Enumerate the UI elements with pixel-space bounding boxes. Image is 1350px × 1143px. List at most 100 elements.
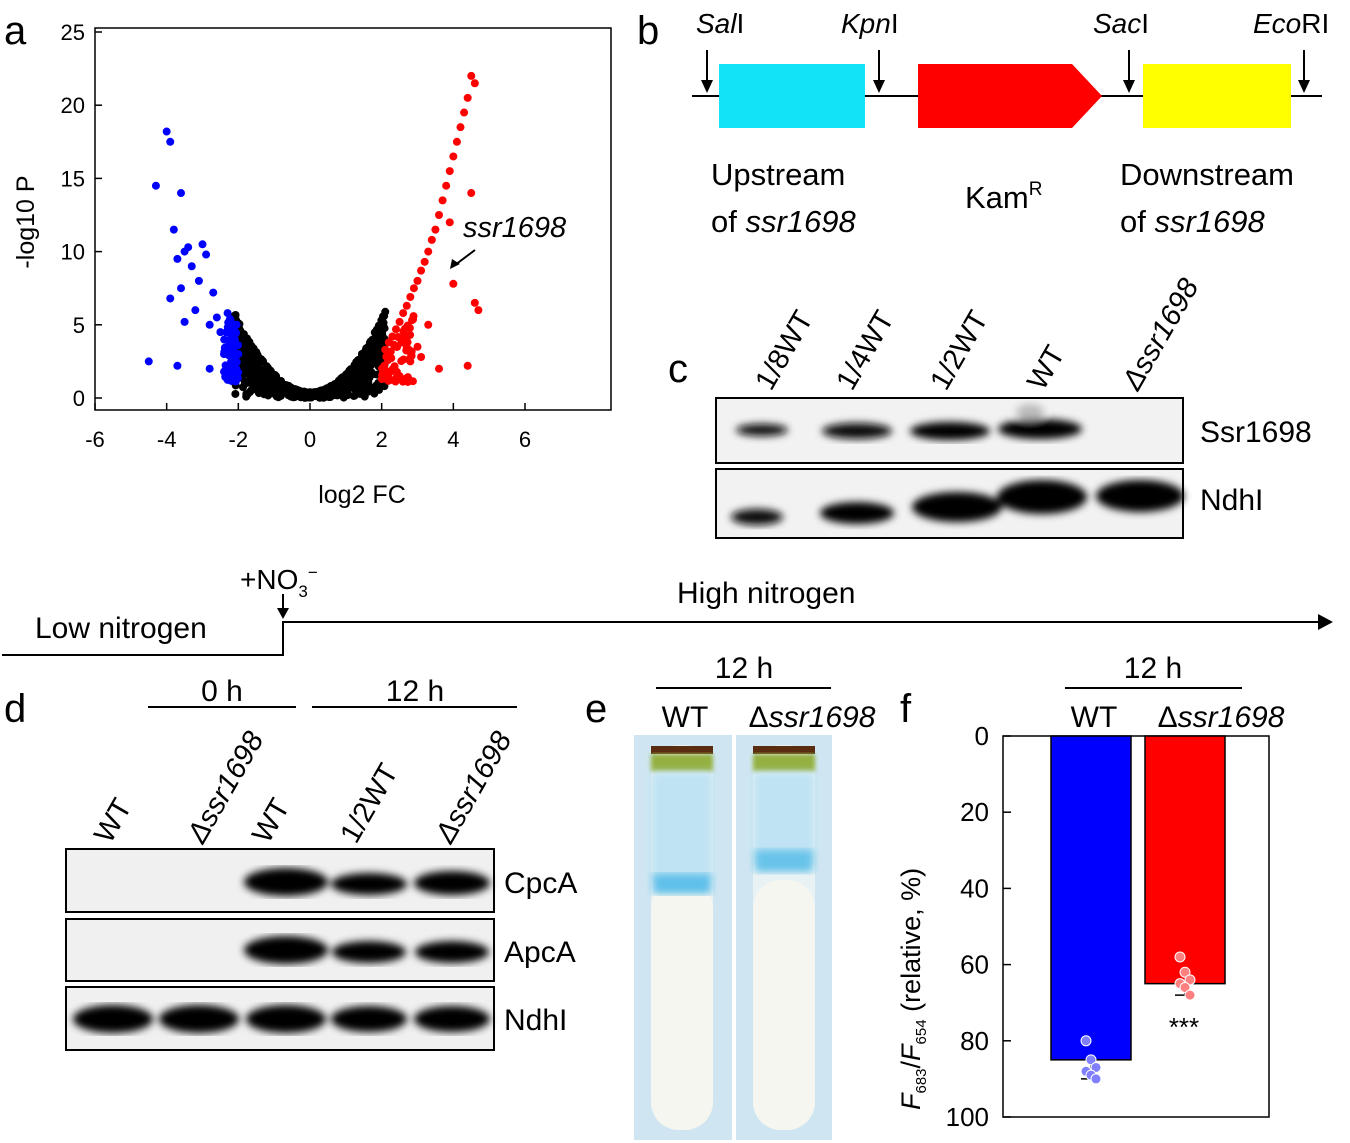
- f-data-point: [1184, 974, 1196, 986]
- volcano-point: [402, 343, 411, 352]
- volcano-point: [230, 349, 239, 358]
- volcano-point: [212, 313, 221, 322]
- tube-dssr1698: [736, 735, 832, 1140]
- d-lane-label-1-2wt-12h: 1/2WT: [334, 758, 405, 848]
- x-tick-label: 0: [304, 427, 316, 452]
- volcano-point-ns: [263, 371, 272, 380]
- ssr1698-annotation: ssr1698: [463, 212, 566, 244]
- significance-marker: ***: [1169, 1012, 1199, 1042]
- volcano-x-axis: -6 -4 -2 0 2 4 6: [85, 403, 531, 452]
- volcano-point-ns: [358, 352, 367, 361]
- f-points: [1080, 951, 1196, 1085]
- volcano-point: [403, 373, 412, 382]
- site-label-kpni: KpnI: [841, 8, 899, 39]
- volcano-point: [221, 372, 230, 381]
- f-data-point: [1085, 1054, 1097, 1066]
- western-blot-d: 0 h 12 h WT Δssr1698 WT 1/2WT Δssr1698 C…: [65, 675, 577, 1051]
- e-lane-label-wt: WT: [662, 701, 709, 734]
- volcano-point-ns: [287, 384, 296, 393]
- volcano-point-ns: [376, 351, 385, 360]
- gene-construct-diagram: SalI KpnI SacI EcoRI Upstream of ssr1698…: [692, 8, 1329, 239]
- volcano-point: [406, 292, 415, 301]
- f-label-dssr1698: Δssr1698: [1158, 701, 1285, 734]
- f-y-tick-label: 0: [975, 721, 989, 751]
- e-time-label-12h: 12 h: [715, 652, 773, 685]
- volcano-point: [424, 247, 433, 256]
- volcano-point-ns: [268, 376, 277, 385]
- tube-wt: [634, 735, 732, 1140]
- lane-label-dssr1698: Δssr1698: [1116, 273, 1206, 396]
- tube-mut-top-band: [753, 746, 815, 754]
- site-arrow-ecori: [1298, 50, 1310, 93]
- volcano-point: [470, 79, 479, 88]
- f-data-point: [1184, 989, 1196, 1001]
- site-arrow-kpni: [873, 50, 885, 93]
- downstream-label-line2: of ssr1698: [1120, 204, 1266, 239]
- volcano-point: [431, 225, 440, 234]
- volcano-point: [463, 93, 472, 102]
- volcano-point-ns: [356, 360, 365, 369]
- volcano-point: [427, 235, 436, 244]
- volcano-point: [198, 240, 207, 249]
- tube-wt-top-band: [651, 746, 713, 754]
- volcano-point: [392, 367, 401, 376]
- volcano-point-ns: [231, 389, 240, 398]
- volcano-point: [397, 335, 406, 344]
- volcano-point: [392, 325, 400, 334]
- volcano-point-ns: [362, 344, 371, 353]
- site-arrow-sali: [701, 50, 713, 93]
- site-label-ecori: EcoRI: [1253, 8, 1329, 39]
- volcano-point: [382, 375, 391, 384]
- volcano-point-ns: [379, 322, 388, 331]
- volcano-y-label: -log10 P: [12, 175, 40, 268]
- panel-letter-c: c: [668, 347, 688, 391]
- f-bars: [1050, 735, 1226, 1080]
- volcano-point-ns: [244, 377, 253, 386]
- volcano-point: [144, 357, 153, 366]
- row-label-cpca: CpcA: [504, 867, 577, 900]
- f-data-point: [1179, 981, 1191, 993]
- site-label-saci: SacI: [1093, 8, 1149, 39]
- volcano-point-ns: [252, 360, 261, 369]
- volcano-point: [391, 375, 400, 384]
- volcano-point: [402, 301, 411, 310]
- addition-arrowhead: [277, 608, 289, 619]
- volcano-point: [194, 276, 203, 285]
- upstream-label-line1: Upstream: [711, 157, 845, 192]
- f-plot-frame: [1002, 735, 1270, 1118]
- downstream-label-line1: Downstream: [1120, 157, 1294, 192]
- volcano-point: [177, 189, 185, 198]
- volcano-point: [380, 361, 389, 370]
- annotation-arrowhead: [450, 259, 460, 269]
- volcano-point: [395, 317, 404, 326]
- bands-ndhi-d: [73, 1005, 490, 1033]
- volcano-point-ns: [359, 370, 368, 379]
- e-lane-label-dssr1698: Δssr1698: [749, 701, 876, 734]
- volcano-point: [438, 196, 447, 205]
- volcano-point-ns: [373, 383, 382, 392]
- site-label-sali: SalI: [696, 8, 744, 39]
- volcano-point: [177, 284, 185, 293]
- kamr-label: KamR: [965, 179, 1042, 215]
- volcano-point: [463, 361, 472, 370]
- row-label-ndhi-d: NdhI: [504, 1004, 567, 1037]
- panel-letter-f: f: [900, 687, 912, 731]
- volcano-x-label: log2 FC: [318, 481, 406, 509]
- volcano-point: [467, 71, 476, 80]
- volcano-point-ns: [296, 387, 305, 396]
- volcano-point: [226, 317, 235, 326]
- tube-mut-phycobilisome-band: [755, 850, 813, 872]
- volcano-point-ns: [247, 386, 256, 395]
- volcano-point-ns: [342, 388, 351, 397]
- volcano-point: [393, 342, 402, 351]
- volcano-point-ns: [263, 363, 272, 372]
- volcano-point: [151, 181, 160, 190]
- y-tick-label: 20: [61, 93, 85, 118]
- time-label-12h: 12 h: [386, 675, 444, 708]
- volcano-point: [166, 137, 175, 146]
- volcano-point: [452, 137, 461, 146]
- volcano-point: [413, 342, 422, 351]
- bands-ndhi-c: [731, 480, 1184, 525]
- lane-label-1-8wt: 1/8WT: [749, 305, 820, 395]
- y-tick-label: 5: [73, 313, 85, 338]
